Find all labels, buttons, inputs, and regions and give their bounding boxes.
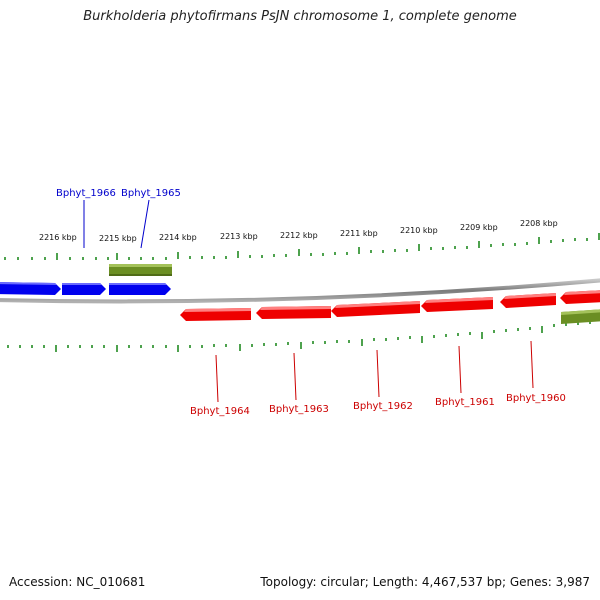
gene-labels: Bphyt_1966 Bphyt_1965 Bphyt_1964 Bphyt_1…	[56, 188, 566, 417]
scale-label: 2213 kbp	[220, 232, 258, 241]
forward-gene-arrow[interactable]	[0, 282, 61, 295]
chromosome-backbone	[0, 278, 600, 304]
label-leaders	[83, 199, 534, 403]
scale-label: 2216 kbp	[39, 233, 77, 242]
gene-label-bphyt-1964[interactable]: Bphyt_1964	[190, 406, 250, 417]
scale-label: 2208 kbp	[520, 219, 558, 228]
gene-label-bphyt-1962[interactable]: Bphyt_1962	[353, 401, 413, 412]
reverse-gene-arrow[interactable]	[560, 290, 600, 304]
accession-text: Accession: NC_010681	[9, 575, 146, 589]
feature-block[interactable]	[109, 264, 172, 276]
scale-label: 2211 kbp	[340, 229, 378, 238]
scale-label: 2215 kbp	[99, 234, 137, 243]
gene-label-bphyt-1963[interactable]: Bphyt_1963	[269, 404, 329, 415]
gene-label-bphyt-1966[interactable]: Bphyt_1966	[56, 188, 116, 199]
forward-gene-arrow-bphyt-1966[interactable]	[62, 283, 106, 295]
reverse-gene-arrow-bphyt-1964[interactable]	[180, 308, 251, 321]
scale-labels: 2216 kbp 2215 kbp 2214 kbp 2213 kbp 2212…	[39, 219, 558, 243]
feature-block[interactable]	[561, 309, 600, 324]
gene-label-bphyt-1961[interactable]: Bphyt_1961	[435, 397, 495, 408]
forward-gene-arrow-bphyt-1965[interactable]	[109, 283, 171, 295]
scale-label: 2209 kbp	[460, 223, 498, 232]
scale-label: 2214 kbp	[159, 233, 197, 242]
upper-scale-ticks	[4, 233, 600, 260]
map-title: Burkholderia phytofirmans PsJN chromosom…	[83, 9, 517, 24]
gene-label-bphyt-1965[interactable]: Bphyt_1965	[121, 188, 181, 199]
reverse-gene-arrow-bphyt-1961[interactable]	[421, 297, 493, 312]
reverse-gene-arrow-bphyt-1962[interactable]	[331, 301, 420, 317]
scale-label: 2210 kbp	[400, 226, 438, 235]
gene-label-bphyt-1960[interactable]: Bphyt_1960	[506, 393, 566, 404]
lower-scale-ticks	[7, 321, 591, 352]
reverse-genes	[180, 290, 600, 321]
other-features	[109, 264, 600, 324]
reverse-gene-arrow-bphyt-1960[interactable]	[500, 293, 556, 308]
forward-genes	[0, 282, 171, 295]
scale-label: 2212 kbp	[280, 231, 318, 240]
reverse-gene-arrow-bphyt-1963[interactable]	[256, 306, 331, 319]
genome-summary-text: Topology: circular; Length: 4,467,537 bp…	[260, 575, 590, 589]
